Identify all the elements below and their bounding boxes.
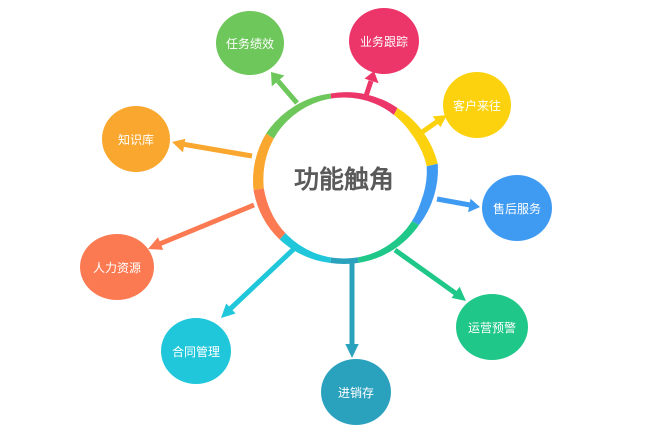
arrow-warning (393, 247, 466, 301)
ring-segment-hr (253, 188, 287, 240)
arrow-aftersales (436, 196, 480, 213)
node-inventory-label: 进销存 (338, 386, 374, 400)
arrow-performance (271, 72, 299, 105)
arrow-knowledge (172, 138, 253, 159)
node-knowledge[interactable]: 知识库 (102, 106, 170, 172)
node-hr-bubble (80, 234, 154, 300)
node-tracking-label: 业务跟踪 (360, 34, 408, 49)
node-contracts-bubble (161, 318, 231, 384)
node-contracts-label: 合同管理 (172, 344, 220, 359)
node-warning[interactable]: 运营预警 (456, 294, 528, 360)
ring-segment-knowledge (253, 133, 275, 190)
node-tracking-bubble (349, 8, 419, 74)
node-clients-label: 客户来往 (453, 98, 501, 113)
center-label: 功能触角 (294, 165, 394, 194)
node-aftersales-label: 售后服务 (493, 201, 541, 216)
center-disk (263, 97, 425, 259)
arrow-tracking (363, 71, 379, 97)
node-knowledge-bubble (102, 106, 170, 172)
node-warning-label: 运营预警 (468, 320, 516, 335)
node-aftersales[interactable]: 售后服务 (482, 175, 552, 241)
node-knowledge-label: 知识库 (118, 132, 154, 147)
node-performance[interactable]: 任务绩效 (216, 11, 284, 75)
ring-segment-clients (392, 108, 438, 167)
node-aftersales-bubble (482, 175, 552, 241)
node-inventory[interactable]: 进销存 (321, 359, 391, 425)
node-warning-bubble (456, 294, 528, 360)
node-clients-bubble (443, 72, 511, 138)
arrow-contracts (221, 243, 300, 318)
node-inventory-bubble (321, 359, 391, 425)
node-tracking[interactable]: 业务跟踪 (349, 8, 419, 74)
arrows (148, 71, 480, 358)
node-performance-label: 任务绩效 (226, 36, 274, 51)
node-hr[interactable]: 人力资源 (80, 234, 154, 300)
arrow-clients (416, 115, 447, 138)
arrow-inventory (345, 263, 359, 358)
node-contracts[interactable]: 合同管理 (161, 318, 231, 384)
arrow-hr (148, 202, 255, 250)
node-performance-bubble (216, 11, 284, 75)
node-clients[interactable]: 客户来往 (443, 72, 511, 138)
node-hr-label: 人力资源 (93, 261, 141, 275)
